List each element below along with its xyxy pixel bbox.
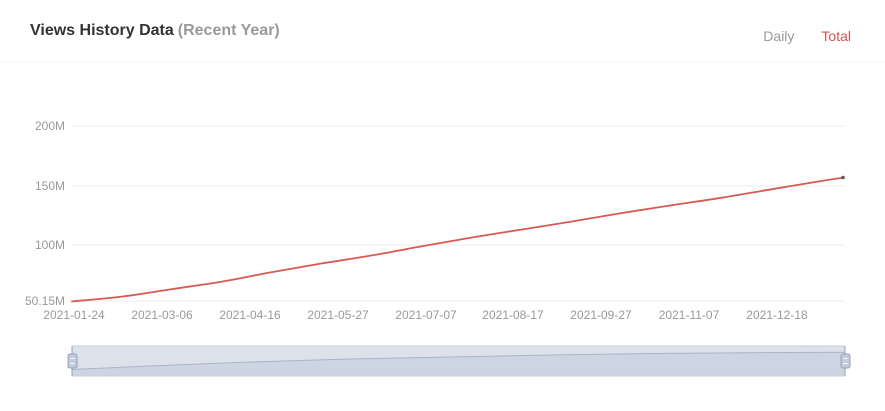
svg-text:2021-01-24: 2021-01-24 [43,308,105,322]
svg-text:50.15M: 50.15M [25,294,65,308]
svg-text:200M: 200M [35,119,65,133]
svg-text:2021-03-06: 2021-03-06 [131,308,193,322]
svg-text:2021-09-27: 2021-09-27 [570,308,632,322]
svg-text:2021-05-27: 2021-05-27 [307,308,369,322]
svg-text:2021-04-16: 2021-04-16 [219,308,281,322]
svg-text:2021-08-17: 2021-08-17 [482,308,544,322]
svg-text:2021-07-07: 2021-07-07 [395,308,457,322]
svg-text:150M: 150M [35,179,65,193]
svg-text:2021-12-18: 2021-12-18 [746,308,808,322]
svg-text:100M: 100M [35,238,65,252]
svg-text:2021-11-07: 2021-11-07 [659,308,720,322]
